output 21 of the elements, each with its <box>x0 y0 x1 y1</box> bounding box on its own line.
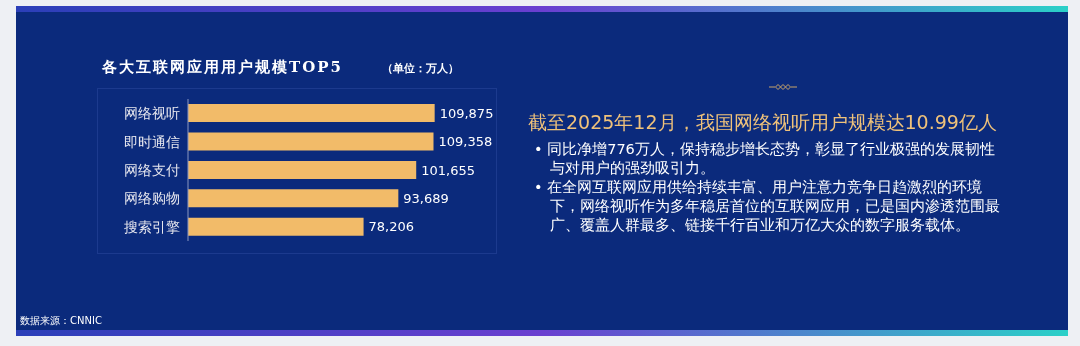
source-note: 数据来源：CNNIC <box>20 314 102 328</box>
data-label: 109,875 <box>439 105 494 121</box>
y-tick-label: 即时通信 <box>124 133 180 150</box>
y-tick-label: 网络视听 <box>124 105 180 122</box>
bar <box>188 189 399 208</box>
bar <box>188 104 435 123</box>
y-tick-label: 搜索引擎 <box>124 218 180 235</box>
data-label: 109,358 <box>438 134 493 150</box>
data-label: 93,689 <box>403 190 449 206</box>
y-tick-label: 网络购物 <box>124 190 180 207</box>
text: 截至2025年12月，我国网络视听用户规模达10.99亿人 <box>528 110 998 135</box>
data-label: 101,655 <box>421 162 475 178</box>
bar <box>188 132 434 151</box>
bar <box>188 160 417 179</box>
chart-subtitle: （单位：万人） <box>382 61 459 76</box>
chart-title: 各大互联网应用用户规模TOP5 <box>102 58 343 77</box>
y-tick-label: 网络支付 <box>124 161 180 178</box>
text: • 在全网互联网应用供给持续丰富、用户注意力竞争日趋激烈的环境下，网络视听作为多年稳居首位的互联网应用，已是国内渗透范围最广、覆盖人群最多、链接千行百业和万亿大众的数字服务载体。 <box>534 178 1001 235</box>
text: • 同比净增776万人，保持稳步增长态势，彰显了行业极强的发展韧性与对用户的强劲吸引力。 <box>534 140 996 178</box>
bar <box>188 217 364 236</box>
data-label: 78,206 <box>368 219 415 235</box>
